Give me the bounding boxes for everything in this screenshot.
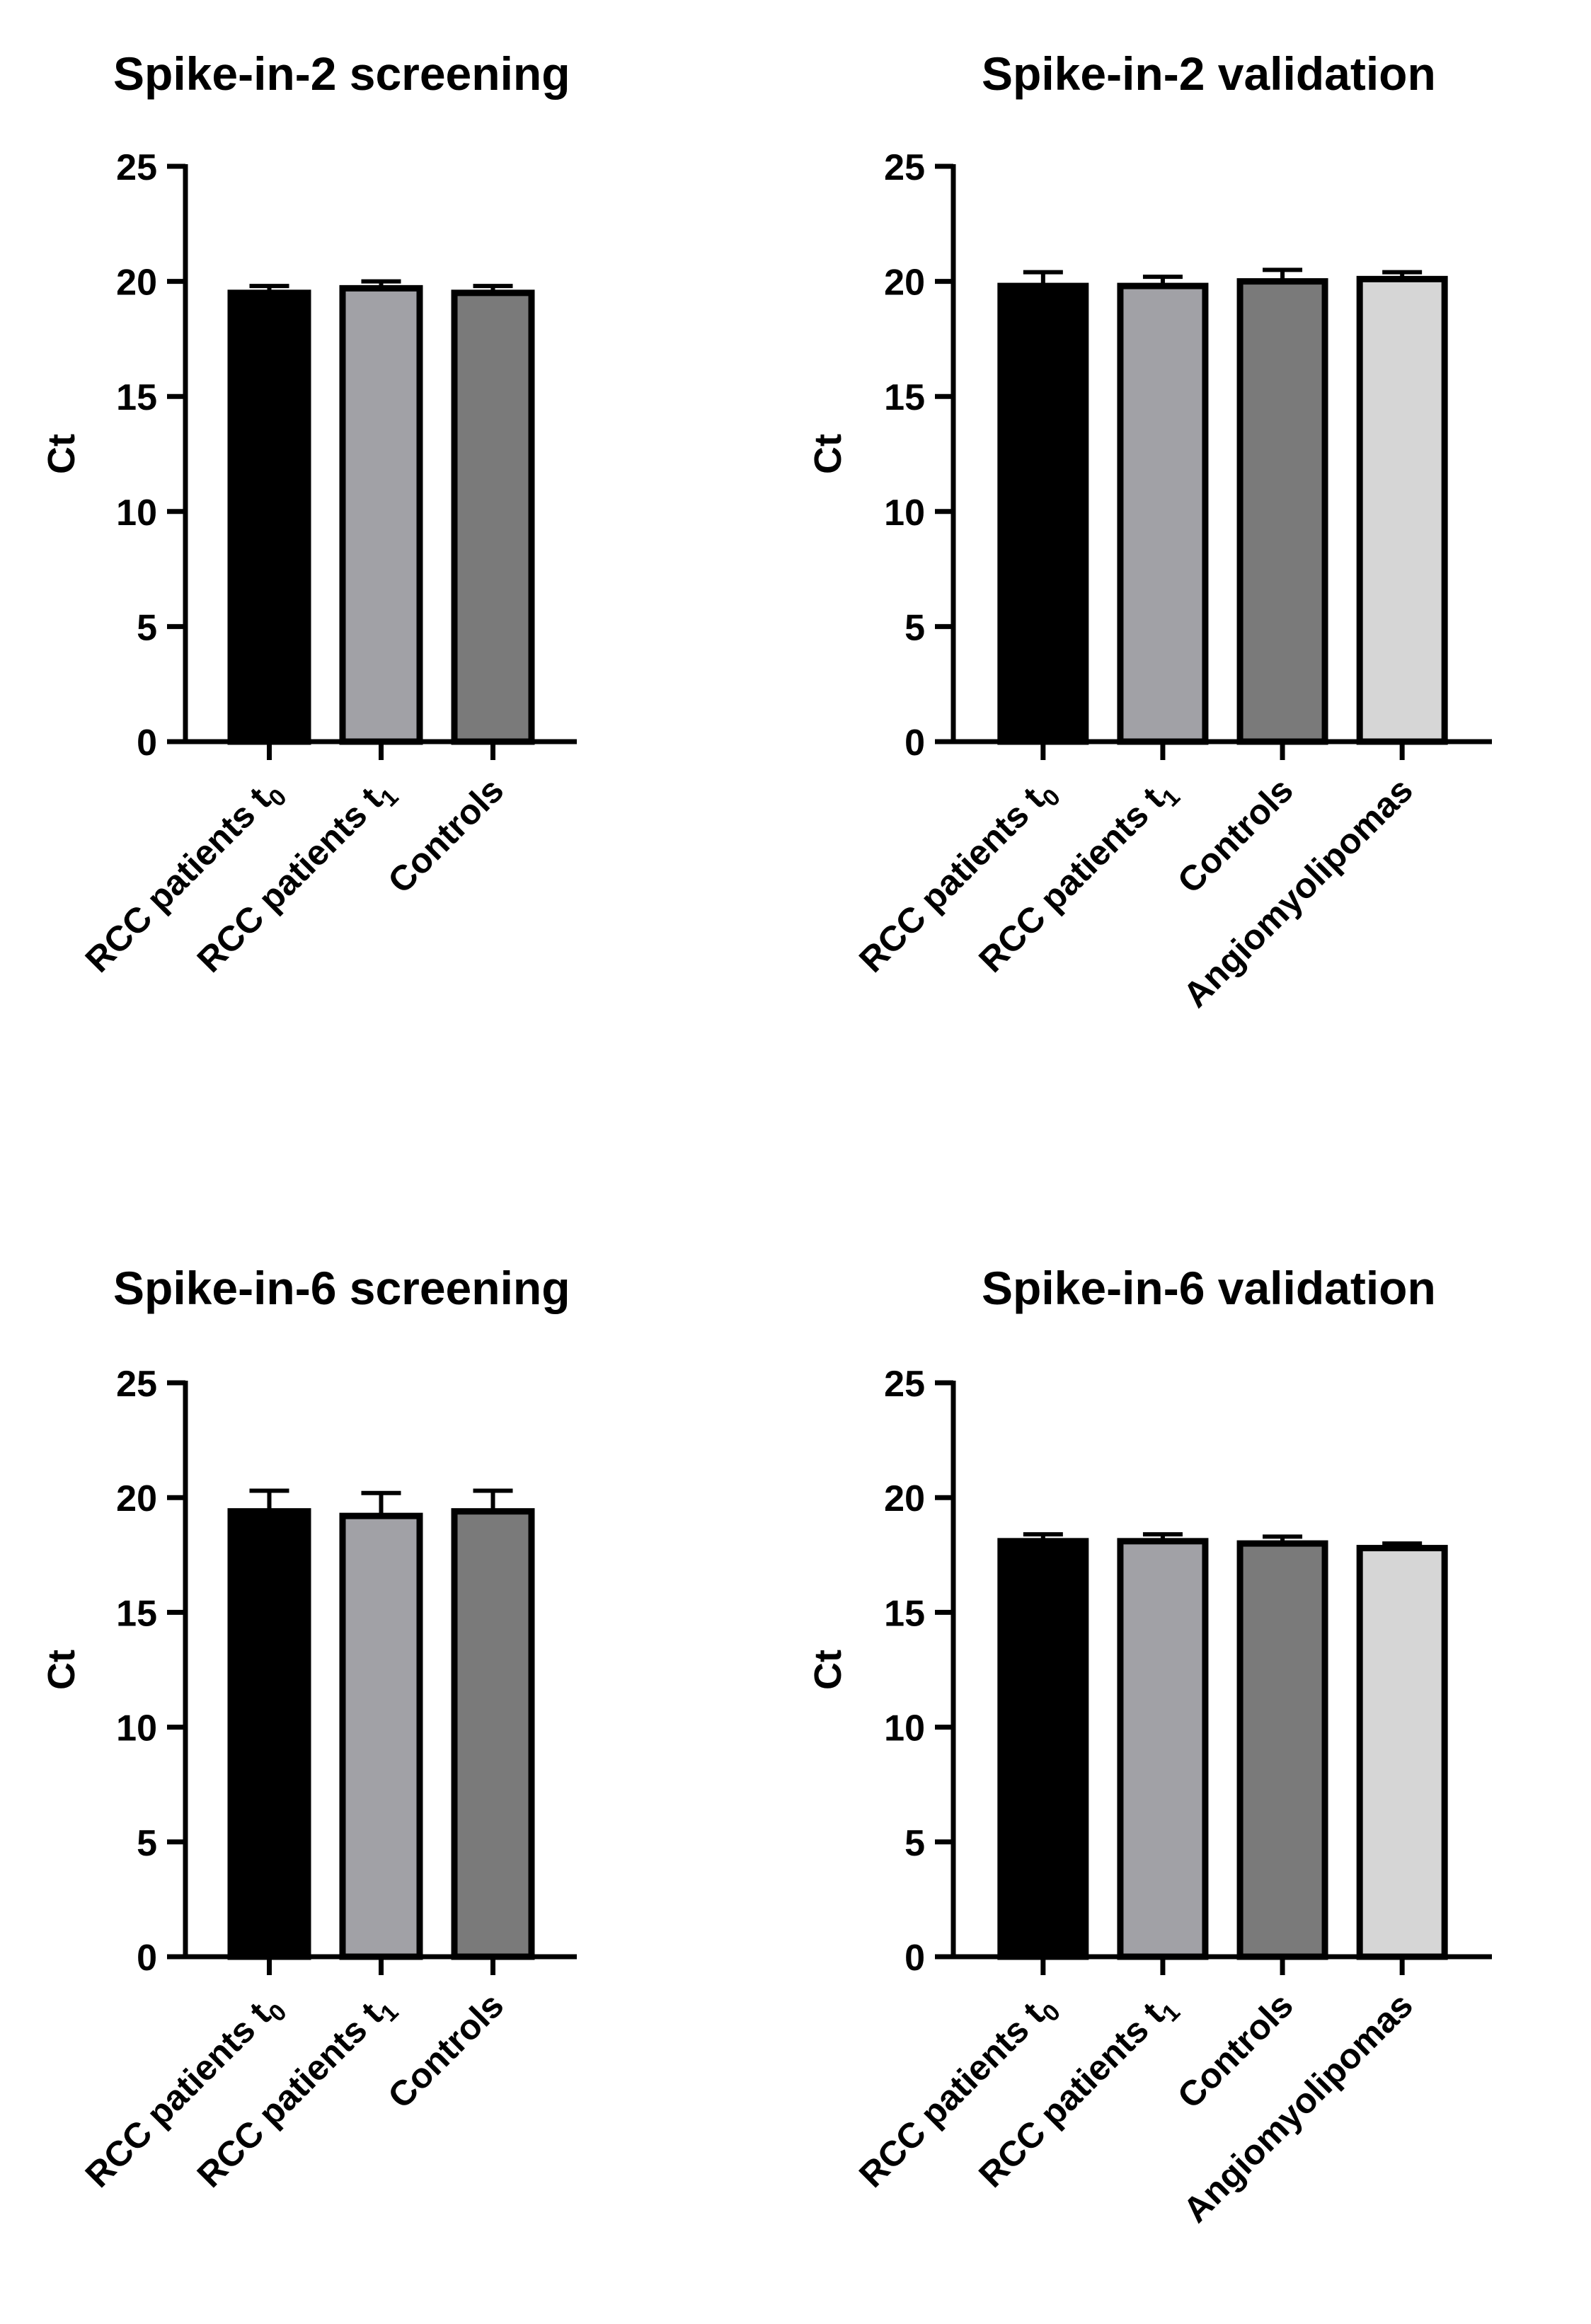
y-tick-label: 15 [116,1593,157,1634]
y-tick-label: 0 [904,723,925,764]
x-tick-label: RCC patients t0 [78,770,292,984]
bar [339,284,423,745]
bar [1356,1545,1448,1960]
x-tick-label: RCC patients t0 [851,1985,1066,2199]
chart-title: Spike-in-2 validation [982,47,1436,100]
x-tick-label: Angiomyolipomas [1176,770,1420,1015]
chart-title: Spike-in-6 screening [113,1262,570,1314]
y-tick-label: 5 [904,607,925,648]
x-tick-label: RCC patients t1 [190,770,404,984]
x-tick-label: RCC patients t0 [78,1985,292,2199]
bar [997,1538,1089,1960]
bar [227,1508,311,1960]
y-tick-label: 25 [884,1364,925,1405]
bar [227,289,311,745]
bar [451,1508,535,1960]
x-tick-label-main: Controls [380,1985,511,2116]
y-tick-label: 0 [904,1938,925,1979]
chart-title: Spike-in-2 screening [113,47,570,100]
y-tick-label: 0 [137,723,157,764]
y-tick-label: 5 [137,1823,157,1864]
x-tick-label: Angiomyolipomas [1176,1985,1420,2230]
x-tick-label-main: Angiomyolipomas [1176,770,1420,1015]
bar [997,282,1089,745]
bar [1236,278,1328,745]
y-tick-label: 15 [884,1593,925,1634]
y-tick-label: 10 [116,1708,157,1749]
y-tick-label: 5 [904,1823,925,1864]
y-tick-label: 15 [884,377,925,418]
x-tick-label-main: RCC patients t [78,1994,278,2194]
chart-panel-2: Spike-in-6 screening Ct 0 5 10 15 20 25 RCC pati… [40,1262,577,2199]
y-tick-label: 5 [137,607,157,648]
y-axis-label: Ct [40,434,83,474]
x-tick-label: Controls [380,1985,511,2116]
y-tick-label: 20 [884,263,925,304]
bar [1236,1540,1328,1960]
chart-panel-1: Spike-in-2 validation Ct 0 5 10 15 20 25 RCC pat… [807,47,1492,1015]
y-tick-label: 10 [116,493,157,534]
bar [1356,275,1448,745]
y-tick-label: 0 [137,1938,157,1979]
y-tick-label: 25 [116,1364,157,1405]
y-axis-label: Ct [807,434,849,474]
chart-panel-0: Spike-in-2 screening Ct 0 5 10 15 20 25 RCC pati… [40,47,577,984]
x-tick-label-main: RCC patients t [78,779,278,979]
y-tick-label: 25 [116,147,157,188]
x-tick-label-main: Angiomyolipomas [1176,1985,1420,2230]
x-tick-label: RCC patients t1 [190,1985,404,2199]
y-tick-label: 25 [884,147,925,188]
y-tick-label: 20 [884,1478,925,1519]
y-axis-label: Ct [807,1650,849,1690]
bar [1117,1538,1209,1960]
y-tick-label: 20 [116,1478,157,1519]
bar [1117,282,1209,745]
x-tick-label-main: Controls [380,770,511,901]
chart-panel-3: Spike-in-6 validation Ct 0 5 10 15 20 25 RCC pat… [807,1262,1492,2230]
x-tick-label: Controls [380,770,511,901]
y-tick-label: 20 [116,263,157,304]
bar [451,289,535,745]
bar [339,1512,423,1960]
x-tick-label: RCC patients t0 [851,770,1066,984]
y-tick-label: 15 [116,377,157,418]
y-axis-label: Ct [40,1650,83,1690]
y-tick-label: 10 [884,493,925,534]
chart-title: Spike-in-6 validation [982,1262,1436,1314]
y-tick-label: 10 [884,1708,925,1749]
